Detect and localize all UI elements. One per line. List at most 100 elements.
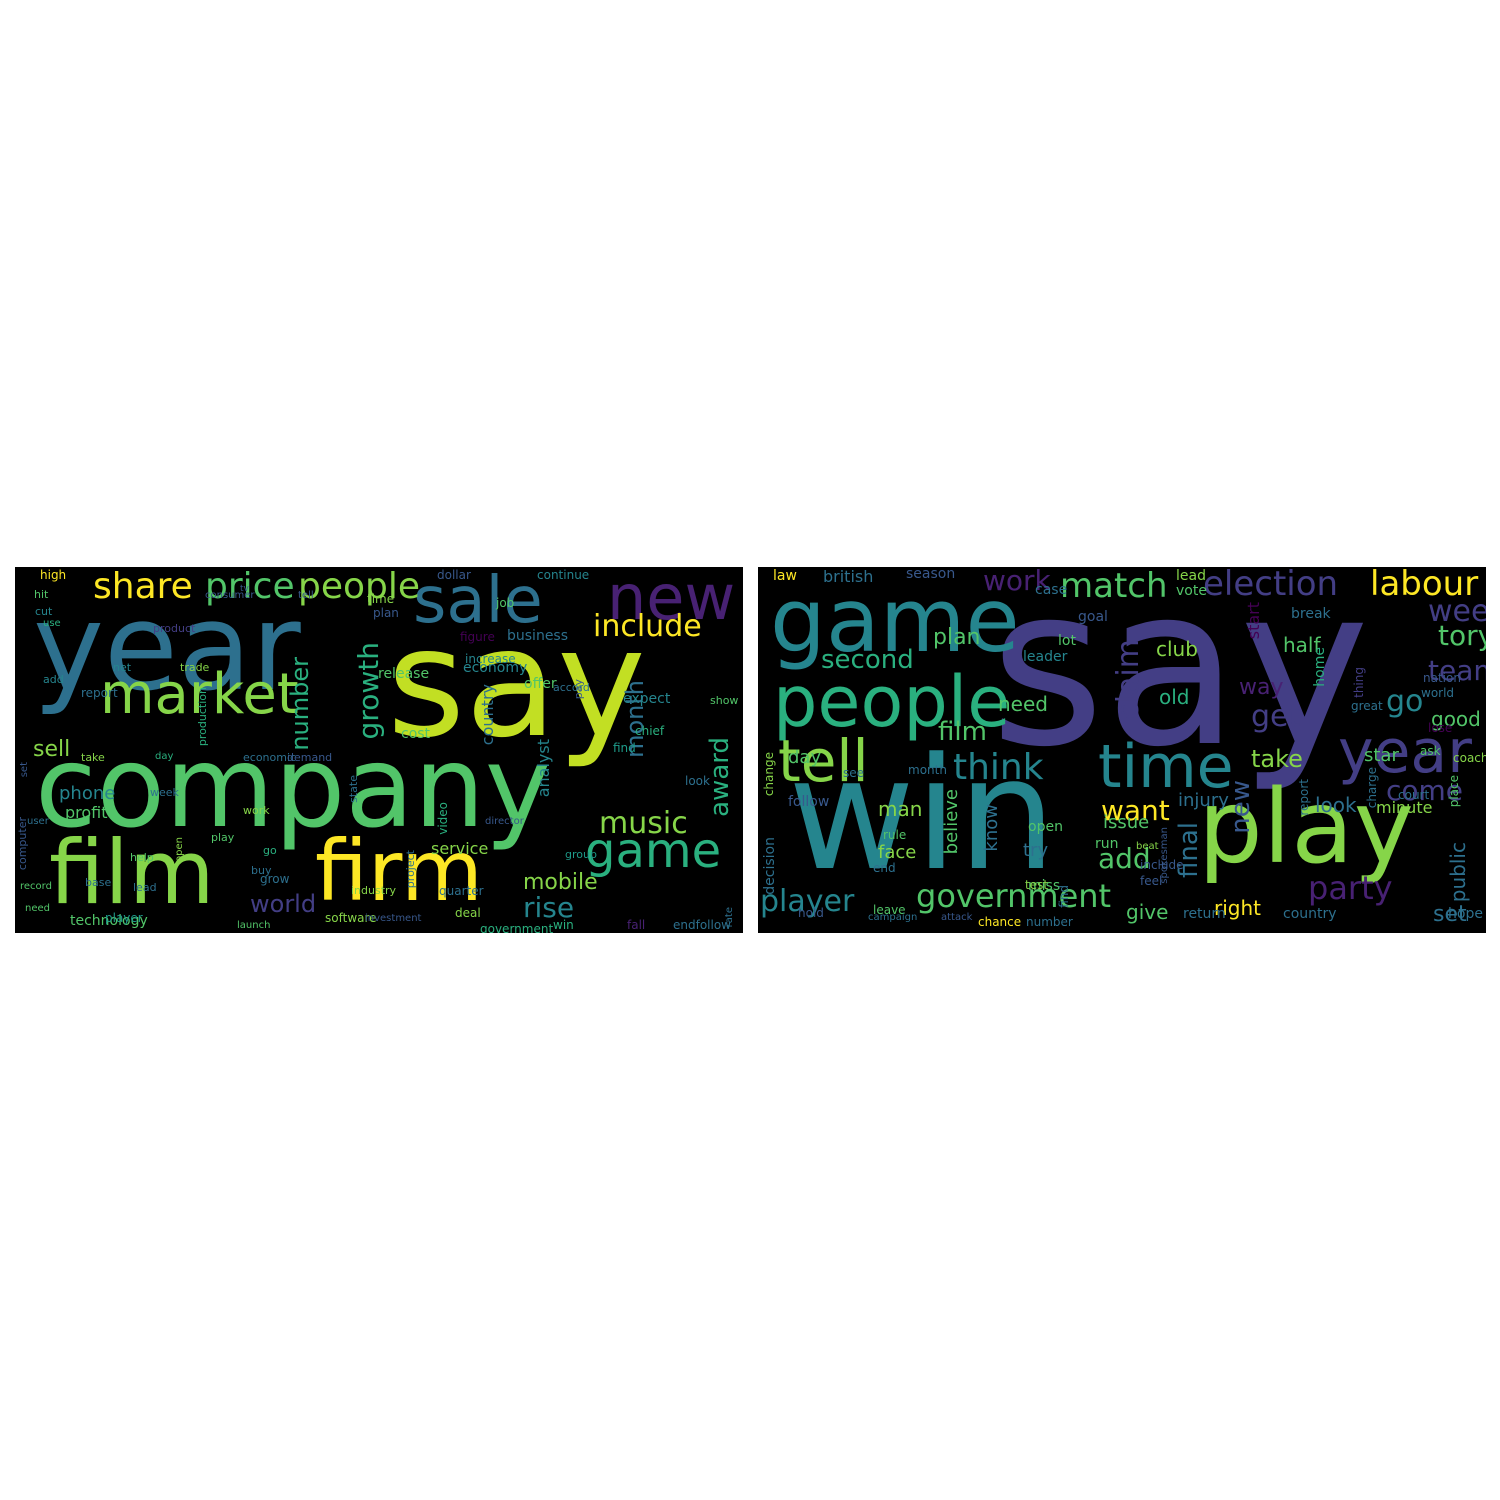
word-state: state (347, 775, 360, 803)
word-report: report (1297, 779, 1311, 816)
word-way: way (1239, 675, 1284, 700)
word-project: project (404, 850, 417, 889)
word-business: business (507, 628, 569, 644)
word-computer: computer (16, 817, 29, 871)
word-take: take (1251, 745, 1303, 773)
word-decision: decision (762, 837, 778, 895)
word-team: team (1428, 654, 1486, 687)
word-win: win (553, 918, 574, 932)
word-open: open (1028, 819, 1063, 835)
word-expect: expect (623, 691, 671, 707)
word-public: public (1446, 842, 1470, 903)
word-work: work (243, 804, 270, 817)
word-release: release (378, 666, 430, 682)
word-profit: profit (65, 803, 108, 822)
word-second: second (821, 645, 914, 675)
word-need: need (998, 692, 1048, 716)
word-tell: tell (778, 727, 869, 795)
word-report: report (81, 686, 118, 700)
word-country: country (1283, 906, 1337, 922)
word-feel: feel (1140, 874, 1163, 888)
word-party: party (1308, 869, 1393, 907)
word-say: say (387, 597, 646, 771)
word-firm: firm (315, 822, 483, 920)
word-record: record (20, 881, 52, 892)
word-include: include (593, 609, 702, 644)
word-get: get (1251, 699, 1301, 734)
word-user: user (27, 816, 49, 827)
word-add: add (43, 673, 64, 686)
word-month: month (908, 763, 947, 777)
word-claim: claim (1111, 639, 1146, 720)
word-break: break (1291, 606, 1331, 622)
word-film: film (938, 717, 987, 747)
word-number: number (1026, 915, 1073, 929)
word-help: help (130, 851, 154, 864)
word-injury: injury (1178, 790, 1229, 811)
word-say: say (990, 567, 1370, 795)
word-face: face (878, 842, 917, 863)
word-day: day (155, 751, 174, 762)
word-award: award (705, 737, 735, 817)
word-win: win (788, 724, 1057, 905)
word-launch: launch (237, 920, 271, 931)
word-country: country (478, 684, 497, 746)
word-work: work (983, 567, 1051, 597)
word-beat: beat (1136, 841, 1159, 852)
word-new: new (607, 567, 736, 634)
word-vote: vote (1176, 583, 1207, 599)
word-government: government (480, 922, 554, 933)
word-game: game (770, 569, 1020, 672)
word-week: week (150, 786, 179, 799)
word-start: start (1244, 602, 1263, 640)
word-continue: continue (537, 568, 590, 582)
word-show: show (710, 694, 739, 707)
word-year: year (1338, 717, 1472, 787)
word-star: star (1364, 745, 1399, 766)
word-quarter: quarter (439, 884, 484, 898)
word-believe: believe (941, 789, 962, 855)
word-time: time (1098, 732, 1234, 802)
word-election: election (1203, 567, 1339, 604)
word-investment: investment (365, 913, 422, 924)
word-come: come (1386, 774, 1464, 807)
word-goal: goal (1078, 609, 1108, 625)
word-grow: grow (260, 872, 290, 886)
word-cloud-right: say win game play people tell time year election… (758, 567, 1486, 933)
word-tv: tv (240, 584, 249, 594)
word-rise: rise (523, 891, 575, 924)
word-company: company (35, 723, 552, 853)
word-accord: accord (553, 681, 590, 694)
word-go: go (263, 844, 277, 857)
word-demand: demand (287, 751, 333, 764)
word-find: find (613, 741, 636, 755)
word-look: look (1315, 793, 1357, 817)
word-plan: plan (933, 625, 981, 650)
word-play: play (1198, 768, 1414, 887)
word-change: change (762, 752, 776, 797)
word-offer: offer (524, 676, 557, 692)
word-dollar: dollar (437, 568, 471, 582)
word-coach: coach (1453, 751, 1486, 765)
word-play: play (211, 831, 235, 844)
word-analyst: analyst (534, 739, 553, 798)
word-lot: lot (1058, 633, 1076, 649)
word-sale: sale (413, 567, 543, 638)
word-case: case (1035, 582, 1068, 598)
word-trade: trade (180, 661, 210, 674)
word-right: right (1214, 896, 1261, 920)
word-people: people (298, 567, 421, 607)
word-nation: nation (1423, 671, 1461, 685)
word-time: time (367, 592, 395, 606)
word-old: old (1159, 685, 1190, 709)
word-economic: economic (243, 751, 297, 764)
word-club: club (1156, 637, 1198, 661)
word-end: end (873, 861, 896, 875)
word-chance: chance (978, 915, 1022, 929)
word-deal: deal (455, 906, 481, 920)
word-growth: growth (352, 642, 385, 740)
word-follow: follow (788, 794, 830, 810)
word-want: want (1101, 794, 1170, 827)
word-spokesman: spokesman (1159, 827, 1170, 884)
word-thing: thing (1352, 667, 1366, 698)
